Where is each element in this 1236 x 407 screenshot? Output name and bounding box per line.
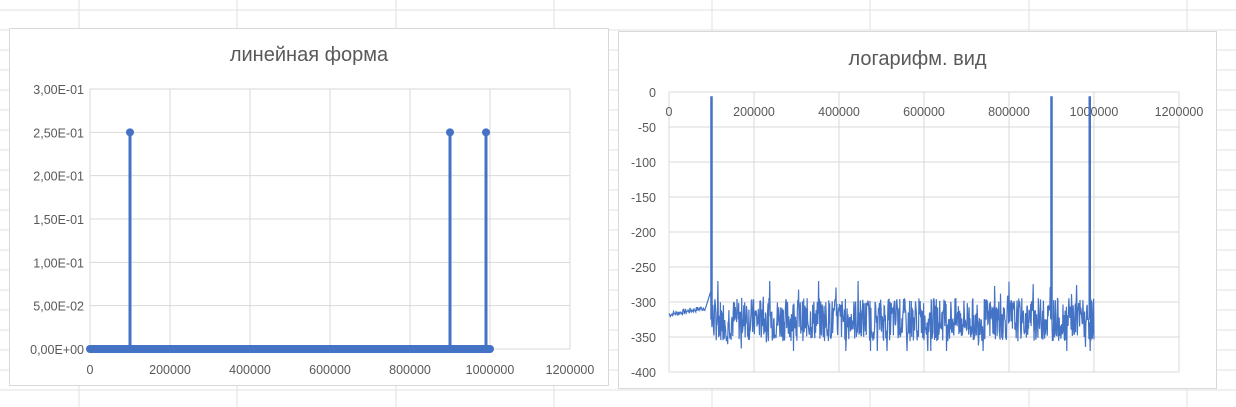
y-tick-label: 1,00E-01 [33,256,84,270]
chart-title-log: логарифм. вид [848,48,987,70]
y-tick-label: -350 [631,331,656,345]
y-tick-label: -250 [631,261,656,275]
x-tick-label: 600000 [309,363,351,377]
y-tick-label: 3,00E-01 [33,83,84,97]
noise-floor-line [668,280,1095,352]
x-tick-label: 600000 [903,105,945,119]
y-tick-label: -100 [631,156,656,170]
x-tick-label: 1200000 [1155,105,1204,119]
plot-area-log: 0 200000 400000 600000 800000 1000000 1200000 0… [631,86,1204,380]
x-tick-label: 1000000 [1070,105,1119,119]
x-tick-label: 200000 [149,363,191,377]
y-tick-label: -400 [631,366,656,380]
y-tick-label: 1,50E-01 [33,213,84,227]
x-tick-label: 800000 [988,105,1030,119]
x-tick-label: 400000 [229,363,271,377]
x-tick-label: 0 [87,363,94,377]
chart-title-linear: линейная форма [229,44,389,66]
y-tick-label: -150 [631,191,656,205]
chart-log[interactable]: логарифм. вид 0 200000 400000 600000 800000 1… [618,31,1217,389]
y-tick-label: 2,50E-01 [33,126,84,140]
y-tick-label: 2,00E-01 [33,170,84,184]
y-tick-label: -300 [631,296,656,310]
x-tick-label: 800000 [389,363,431,377]
y-tick-label: -50 [638,121,656,135]
chart-linear[interactable]: линейная форма 0 200000 400000 600000 800000… [9,28,609,386]
x-tick-label: 1000000 [466,363,515,377]
x-tick-label: 400000 [818,105,860,119]
x-tick-label: 0 [666,105,673,119]
x-tick-label: 1200000 [546,363,595,377]
y-tick-label: 0,00E+00 [30,343,84,357]
plot-area-linear: 0 200000 400000 600000 800000 1000000 1200000 0… [30,83,595,377]
data-point[interactable] [446,128,454,137]
data-point[interactable] [482,128,490,137]
data-point[interactable] [126,128,134,137]
y-tick-label: 5,00E-02 [33,300,84,314]
y-tick-label: 0 [649,86,656,100]
y-tick-label: -200 [631,226,656,240]
x-tick-label: 200000 [733,105,775,119]
